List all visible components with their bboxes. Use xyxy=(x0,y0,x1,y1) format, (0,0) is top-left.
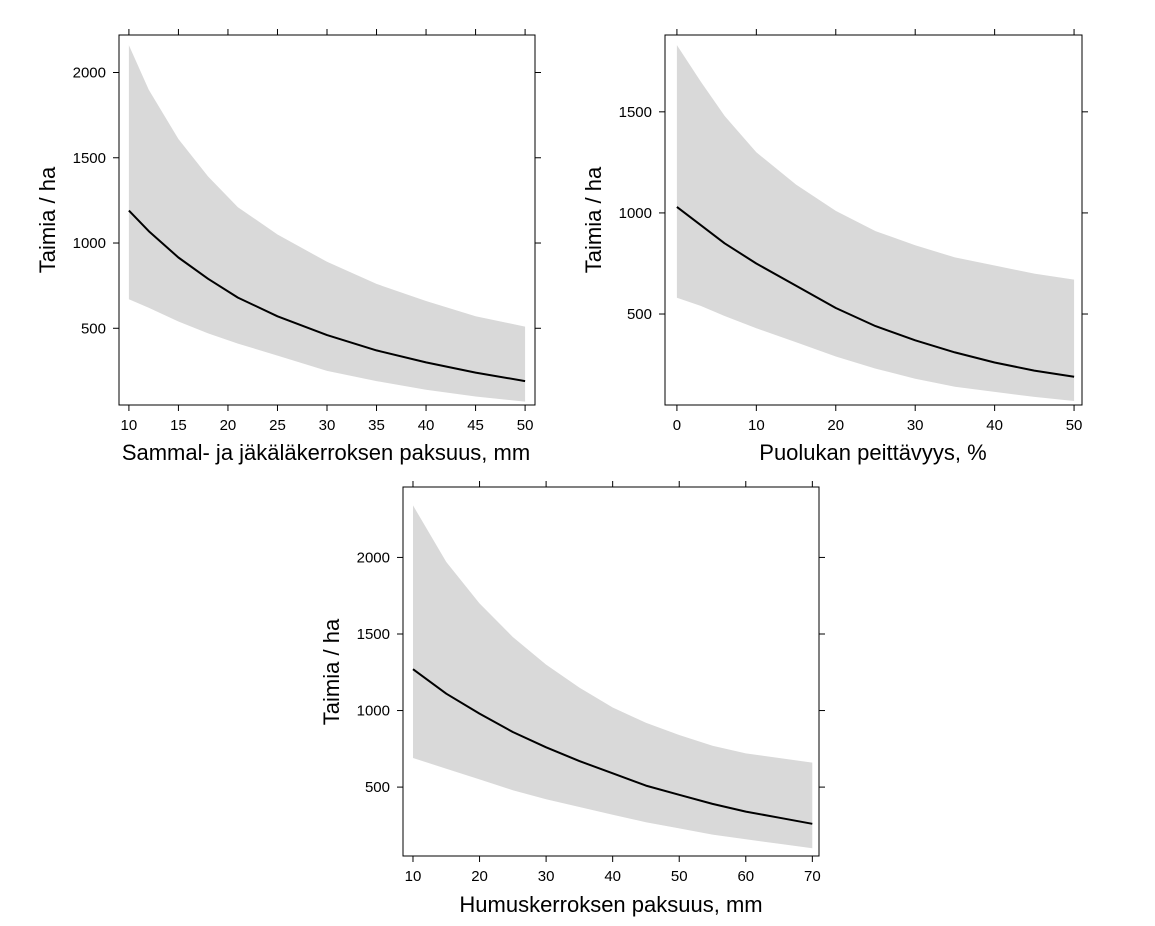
x-tick-label: 10 xyxy=(748,417,765,434)
x-tick-label: 40 xyxy=(986,417,1003,434)
y-tick-label: 1000 xyxy=(357,703,390,720)
y-tick-label: 1500 xyxy=(357,626,390,643)
plot-frame xyxy=(402,486,820,857)
x-tick-label: 60 xyxy=(737,868,754,885)
x-tick-label: 50 xyxy=(671,868,688,885)
x-tick-label: 20 xyxy=(471,868,488,885)
y-axis-title: Taimia / ha xyxy=(35,166,60,273)
x-tick-label: 30 xyxy=(319,417,336,434)
plot-frame xyxy=(664,34,1083,406)
x-tick-label: 50 xyxy=(517,417,534,434)
x-tick-label: 0 xyxy=(673,417,681,434)
x-tick-label: 40 xyxy=(418,417,435,434)
y-tick-label: 500 xyxy=(81,320,106,337)
x-tick-label: 50 xyxy=(1066,417,1083,434)
x-axis-title: Humuskerroksen paksuus, mm xyxy=(459,892,762,917)
chart-panel-moss-lichen-thickness: 10 15 20 25 30 35 40 45 50 500 1000 1500 2000 Sammal-… xyxy=(35,29,541,465)
y-tick-label: 1000 xyxy=(619,205,652,222)
x-tick-label: 45 xyxy=(467,417,484,434)
x-tick-label: 40 xyxy=(604,868,621,885)
x-axis-title: Puolukan peittävyys, % xyxy=(759,440,986,465)
x-tick-label: 20 xyxy=(827,417,844,434)
y-axis-title: Taimia / ha xyxy=(581,166,606,273)
chart-panel-humus-thickness: 10 20 30 40 50 60 70 500 1000 1500 2000 Humuskerrok… xyxy=(319,481,825,917)
fitted-line xyxy=(676,206,1075,378)
x-tick-label: 15 xyxy=(170,417,187,434)
y-tick-label: 2000 xyxy=(357,549,390,566)
x-tick-label: 30 xyxy=(907,417,924,434)
y-tick-label: 1000 xyxy=(73,235,106,252)
chart-panel-lingonberry-cover: 0 10 20 30 40 50 500 1000 1500 Puolukan peittävyy… xyxy=(581,29,1088,465)
fitted-line xyxy=(412,668,813,825)
x-tick-label: 20 xyxy=(220,417,237,434)
y-tick-label: 1500 xyxy=(619,104,652,121)
x-tick-label: 25 xyxy=(269,417,286,434)
confidence-band xyxy=(676,45,1075,401)
x-axis-title: Sammal- ja jäkäläkerroksen paksuus, mm xyxy=(122,440,530,465)
y-tick-label: 2000 xyxy=(73,65,106,82)
x-tick-label: 35 xyxy=(368,417,385,434)
x-tick-label: 70 xyxy=(804,868,821,885)
x-tick-label: 30 xyxy=(538,868,555,885)
fitted-line xyxy=(128,209,526,383)
confidence-band xyxy=(413,505,813,849)
confidence-band xyxy=(128,45,526,402)
x-tick-label: 10 xyxy=(405,868,422,885)
y-tick-label: 1500 xyxy=(73,150,106,167)
y-tick-label: 500 xyxy=(365,779,390,796)
y-axis-title: Taimia / ha xyxy=(319,618,344,725)
x-tick-label: 10 xyxy=(121,417,138,434)
y-tick-label: 500 xyxy=(627,306,652,323)
